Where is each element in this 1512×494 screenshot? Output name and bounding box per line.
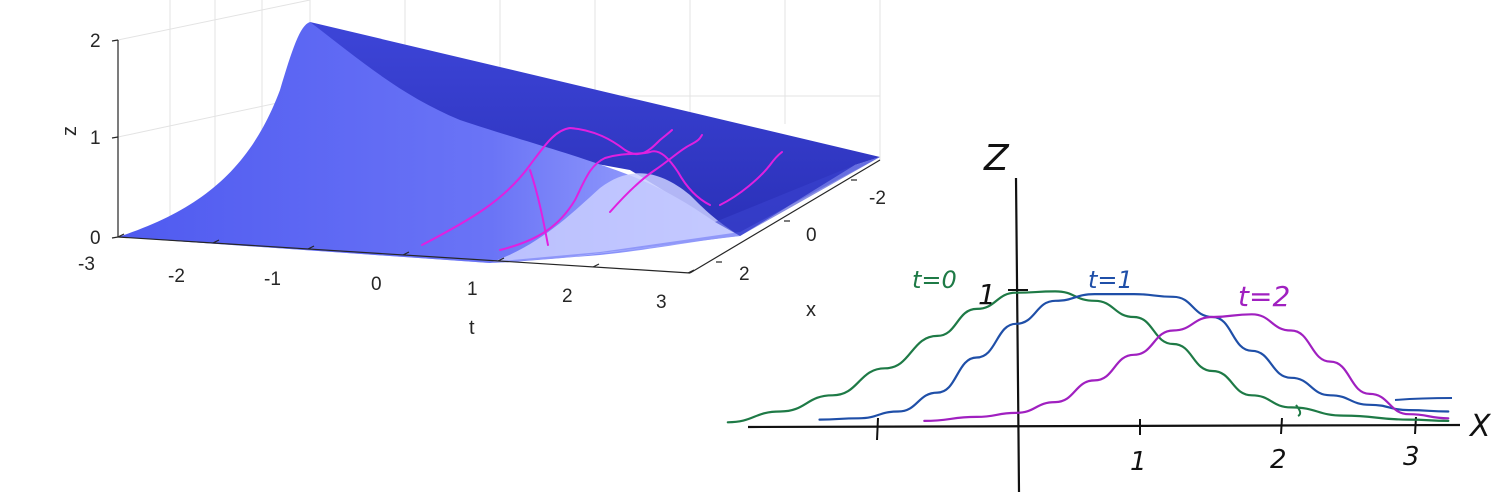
annotation-curve-3 — [609, 134, 703, 213]
x-ticks-2d — [876, 289, 1417, 441]
t-axis-label: t — [469, 317, 475, 339]
x-axis-line-2d — [747, 423, 1461, 429]
z-tick-labels: 2 1 0 — [90, 31, 101, 249]
line-plot-2d: 1 2 3 1 Z X t=0 t=1 t=2 — [726, 138, 1492, 493]
t-ticks — [117, 233, 695, 274]
t-tick-label: 2 — [562, 286, 573, 307]
z-tick-label: 2 — [90, 31, 101, 52]
x-axis-label-2d: X — [1468, 409, 1492, 444]
t-tick-label: 3 — [656, 292, 667, 313]
z-axis-label-2d: Z — [983, 138, 1010, 179]
t-tick-label: -3 — [78, 254, 95, 275]
x-tick-label-2d: 2 — [1270, 445, 1287, 475]
surface — [118, 22, 880, 263]
series-line-1 — [818, 293, 1450, 421]
series-line-0 — [726, 290, 1450, 424]
t-tick-label: -1 — [264, 269, 281, 290]
series-label-t0: t=0 — [912, 266, 957, 294]
x-axis-label: x — [806, 299, 816, 321]
t-tick-label: 0 — [371, 274, 382, 295]
x-tick-label: 0 — [806, 225, 817, 246]
x-tick-label: -2 — [869, 188, 886, 209]
hand-stroke — [1394, 397, 1453, 401]
x-tick-labels: -2 0 2 — [739, 188, 886, 285]
x-tick-label-2d: 1 — [1130, 447, 1147, 477]
annotation-curve-2 — [499, 150, 711, 251]
t-tick-labels: -3 -2 -1 0 1 2 3 — [78, 254, 667, 313]
series-label-t1: t=1 — [1088, 266, 1133, 294]
series-line-2 — [923, 313, 1450, 422]
x-ticks — [716, 179, 857, 263]
z-tick-label: 0 — [90, 228, 101, 249]
t-tick-label: -2 — [168, 266, 185, 287]
surface-highlight — [490, 173, 740, 263]
x-axis-line — [689, 159, 881, 274]
surface-far-sheet — [310, 22, 880, 236]
x-tick-label-2d: 3 — [1403, 442, 1420, 472]
z-axis-label: z — [59, 126, 81, 136]
x-tick-label: 2 — [739, 264, 750, 285]
annotation-curve-5 — [529, 169, 549, 246]
surface-annotations — [421, 126, 783, 251]
series-label-t2: t=2 — [1238, 280, 1290, 313]
annotation-curve-1 — [421, 126, 673, 246]
z-axis-line-2d — [1014, 177, 1021, 493]
surface-plot-3d: 2 1 0 -3 -2 -1 0 1 2 3 -2 0 2 z t x — [59, 0, 886, 339]
t-tick-label: 1 — [467, 279, 478, 300]
z-tick-label-2d: 1 — [978, 278, 996, 311]
hand-stroke — [1295, 404, 1302, 417]
z-tick-label: 1 — [90, 128, 101, 149]
annotation-curve-4 — [719, 151, 783, 206]
